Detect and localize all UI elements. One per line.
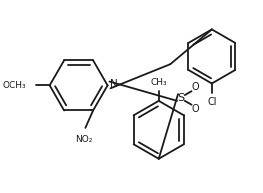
Text: OCH₃: OCH₃ xyxy=(3,81,27,90)
Text: NO₂: NO₂ xyxy=(75,135,92,144)
Text: N: N xyxy=(110,80,118,89)
Text: O: O xyxy=(192,104,199,113)
Text: O: O xyxy=(192,82,199,92)
Text: Cl: Cl xyxy=(207,97,217,107)
Text: CH₃: CH₃ xyxy=(150,78,167,87)
Text: S: S xyxy=(177,93,185,103)
